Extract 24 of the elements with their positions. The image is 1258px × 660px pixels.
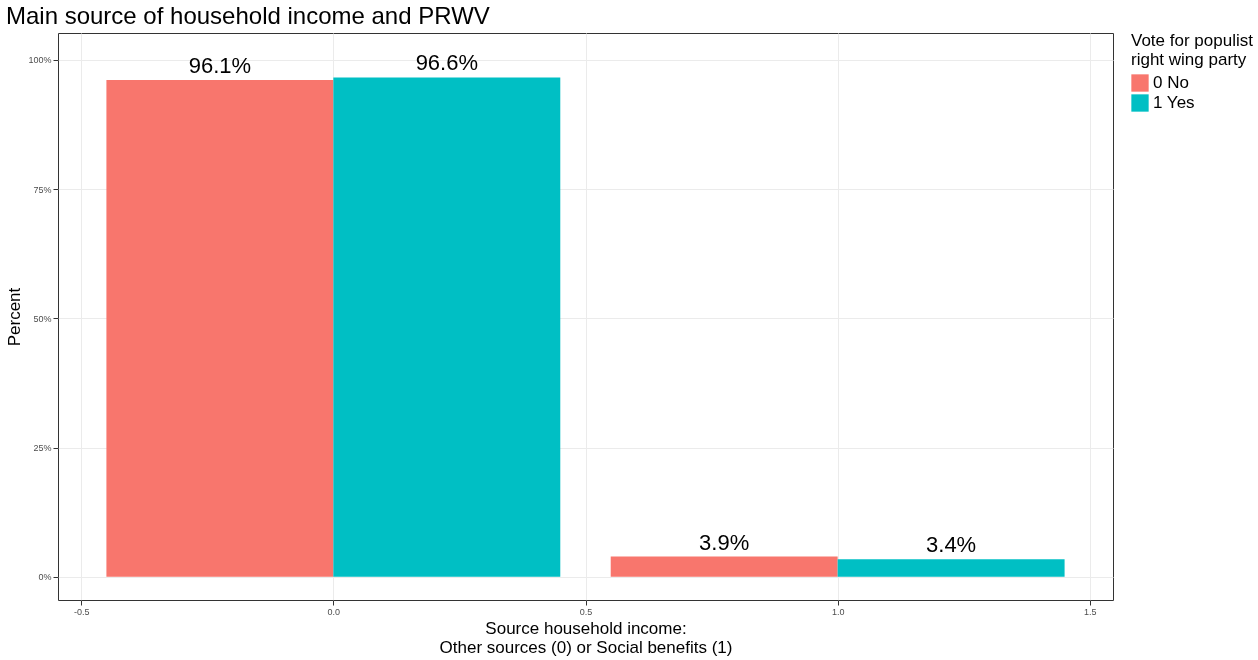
bar	[106, 80, 334, 577]
x-tick-label: 0.5	[579, 606, 593, 617]
legend-label: 1 Yes	[1153, 93, 1195, 112]
chart-title: Main source of household income and PRWV	[5, 2, 490, 29]
data-label: 3.9%	[699, 529, 750, 555]
bar	[837, 559, 1065, 577]
data-label: 3.4%	[926, 532, 977, 558]
x-tick-label: -0.5	[73, 606, 90, 617]
y-tick-label: 50%	[33, 313, 52, 324]
bar	[333, 77, 561, 577]
y-tick-label: 100%	[28, 55, 52, 66]
data-label: 96.6%	[415, 50, 479, 76]
legend-label: 0 No	[1153, 73, 1189, 92]
x-tick-label: 0.0	[327, 606, 341, 617]
y-tick-label: 75%	[33, 184, 52, 195]
data-label: 96.1%	[188, 53, 252, 79]
legend-title: Vote for populist right wing party	[1131, 31, 1254, 69]
x-axis-title: Source household income: Other sources (0) or Social benefits (1)	[439, 618, 733, 657]
y-tick-label: 25%	[33, 443, 52, 454]
x-tick-label: 1.5	[1084, 606, 1097, 617]
x-tick-label: 1.0	[831, 606, 845, 617]
y-tick-label: 0%	[38, 572, 52, 583]
y-axis-title: Percent	[5, 287, 25, 347]
bar	[610, 556, 838, 577]
